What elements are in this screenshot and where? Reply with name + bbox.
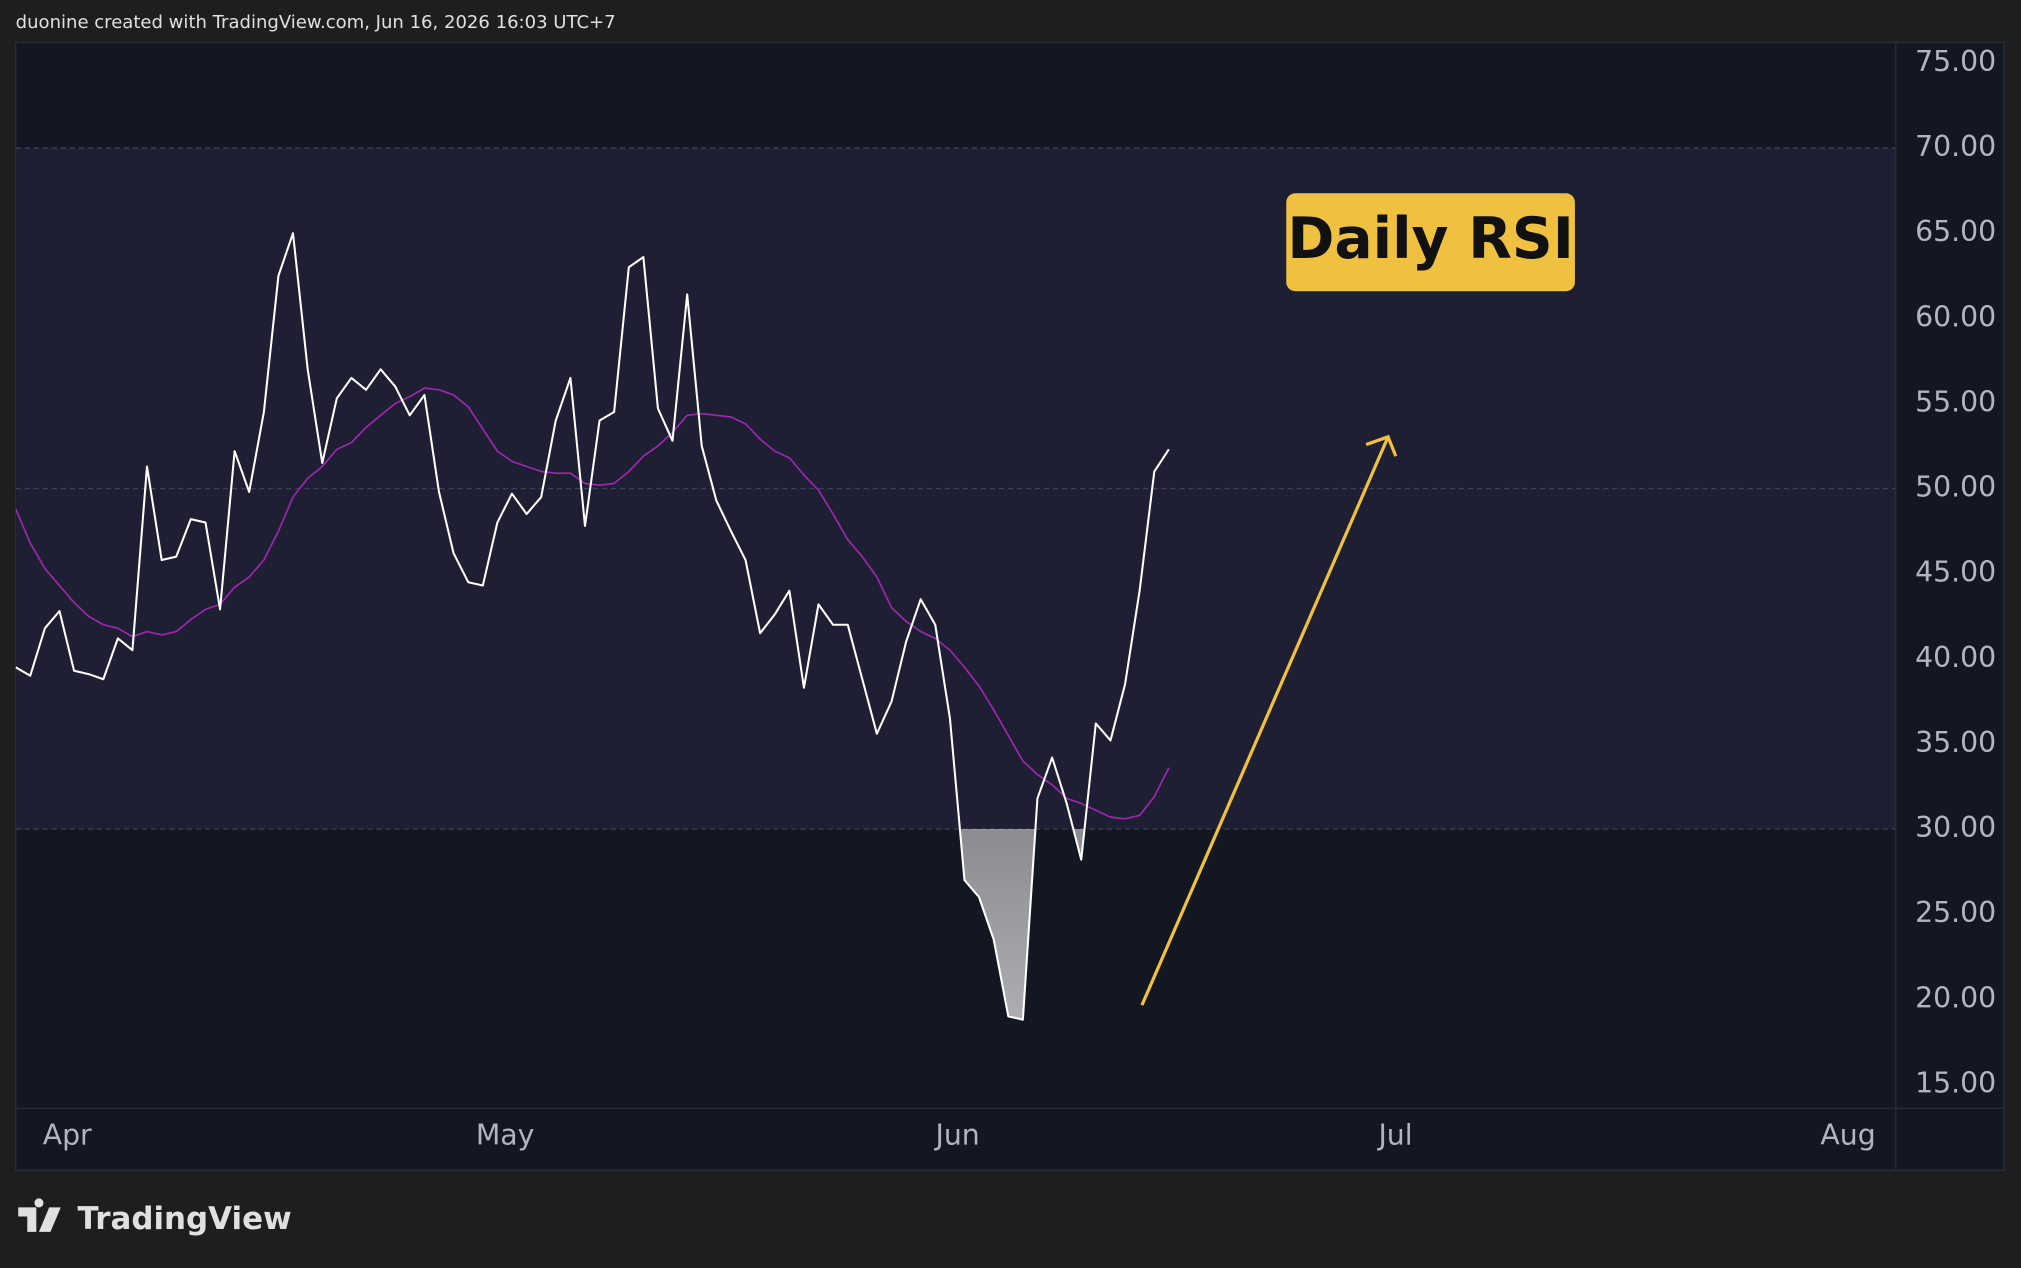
logo: TradingView [18, 1198, 292, 1237]
y-tick-label: 55.00 [1915, 385, 1996, 418]
arrow [1140, 436, 1390, 1006]
arrow-head [1365, 434, 1398, 457]
x-tick-label: Aug [1820, 1119, 1875, 1152]
header: duonine created with TradingView.com, Ju… [16, 12, 616, 33]
annotation-text: Daily RSI [1287, 206, 1573, 272]
annotation-group: Daily RSI [1140, 193, 1575, 1006]
y-tick-label: 75.00 [1915, 45, 1996, 78]
y-tick-label: 25.00 [1915, 896, 1996, 929]
y-tick-label: 70.00 [1915, 130, 1996, 163]
y-tick-label: 30.00 [1915, 811, 1996, 844]
x-tick-label: Jul [1376, 1119, 1412, 1152]
y-tick-label: 45.00 [1915, 556, 1996, 589]
y-tick-label: 60.00 [1915, 300, 1996, 333]
series-line [15, 232, 1170, 1021]
x-tick-label: Jun [933, 1119, 979, 1152]
y-tick-label: 35.00 [1915, 726, 1996, 759]
y-tick-label: 20.00 [1915, 981, 1996, 1014]
x-tick-label: May [476, 1119, 535, 1152]
x-tick-label: Apr [43, 1119, 92, 1152]
footer: TradingView [78, 1201, 292, 1237]
y-tick-label: 65.00 [1915, 215, 1996, 248]
y-tick-label: 50.00 [1915, 471, 1996, 504]
y-tick-label: 40.00 [1915, 641, 1996, 674]
y-tick-label: 15.00 [1915, 1066, 1996, 1099]
annotation-box [1286, 193, 1575, 292]
series-line [15, 387, 1170, 820]
logo-icon [18, 1198, 61, 1232]
plot-area [15, 147, 1896, 1021]
